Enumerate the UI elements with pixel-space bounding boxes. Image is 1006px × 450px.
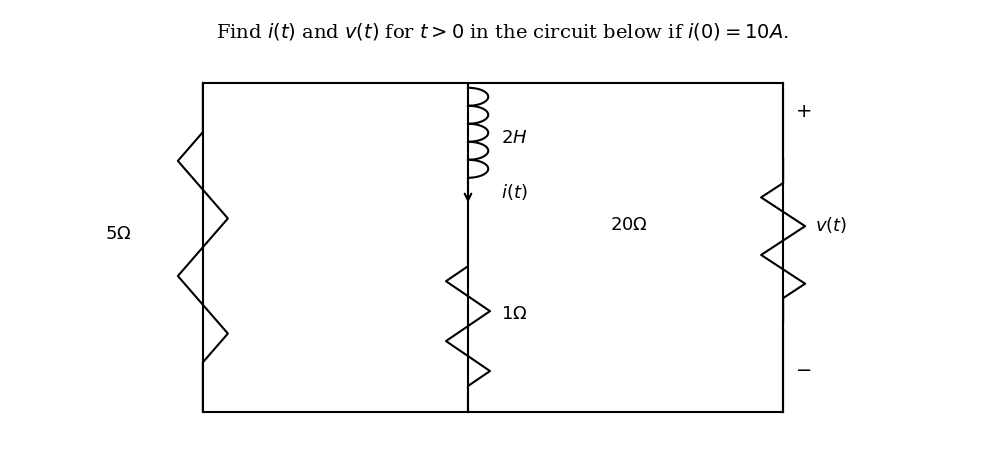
Text: Find $i(t)$ and $v(t)$ for $t > 0$ in the circuit below if $i(0) = 10A$.: Find $i(t)$ and $v(t)$ for $t > 0$ in th…: [216, 21, 790, 42]
Text: $1\Omega$: $1\Omega$: [501, 305, 527, 323]
Text: $20\Omega$: $20\Omega$: [611, 216, 648, 234]
Text: $+$: $+$: [795, 103, 811, 121]
Text: $2H$: $2H$: [501, 129, 527, 147]
Text: $i(t)$: $i(t)$: [501, 182, 527, 202]
Text: $v(t)$: $v(t)$: [815, 215, 847, 235]
Text: $5\Omega$: $5\Omega$: [105, 225, 131, 243]
Text: $-$: $-$: [795, 360, 811, 378]
